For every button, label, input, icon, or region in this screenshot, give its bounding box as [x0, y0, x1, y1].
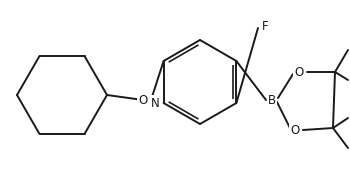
Text: N: N: [151, 96, 160, 109]
Text: B: B: [268, 93, 276, 107]
Text: O: O: [294, 66, 303, 78]
Text: O: O: [138, 93, 148, 107]
Text: O: O: [290, 123, 300, 136]
Text: F: F: [262, 19, 268, 33]
